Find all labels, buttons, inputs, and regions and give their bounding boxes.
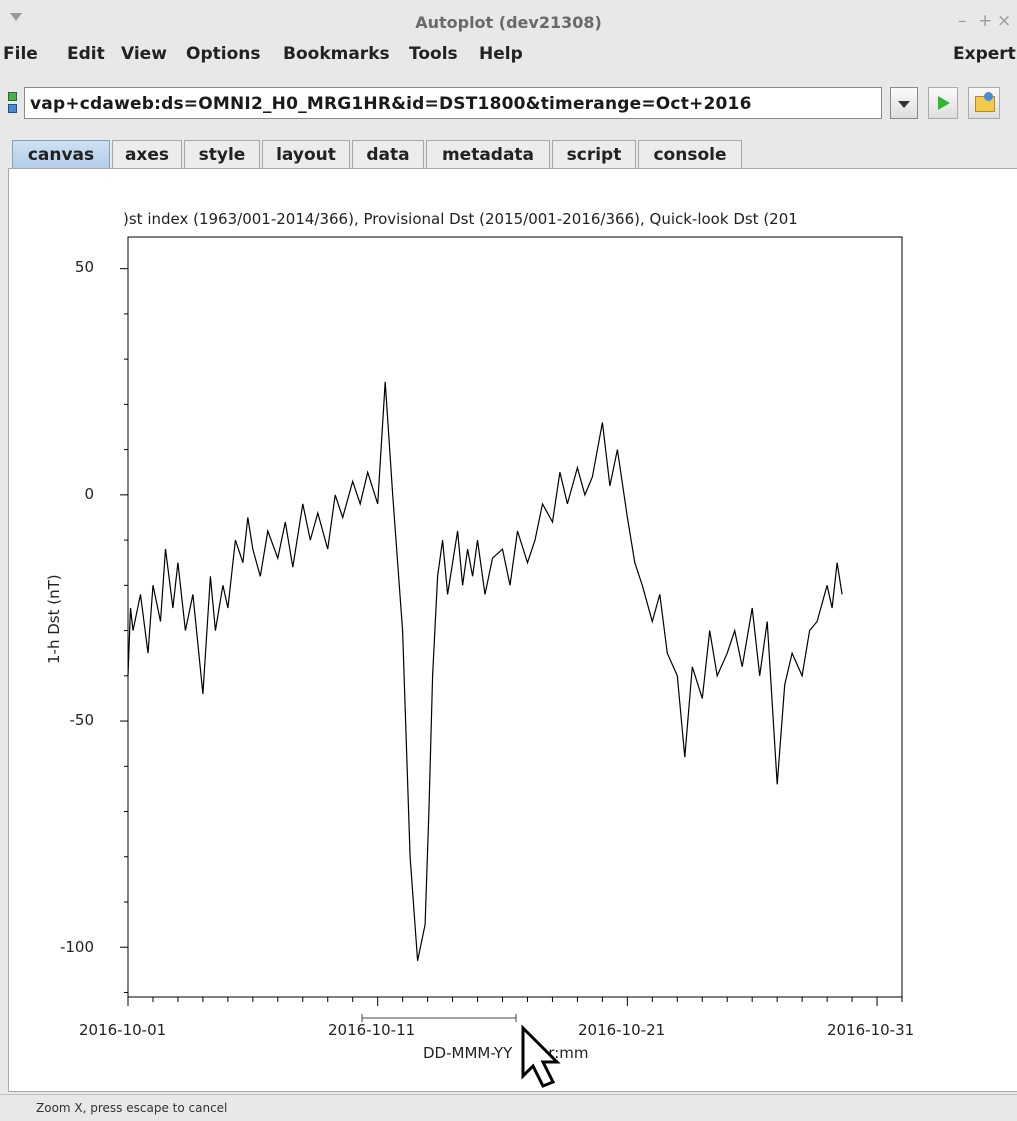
- x-tick-label: 2016-10-11: [328, 1021, 416, 1039]
- menu-view[interactable]: View: [121, 44, 167, 64]
- menu-expert[interactable]: Expert: [953, 44, 1016, 64]
- play-icon: [938, 96, 950, 110]
- y-ticks: [120, 268, 128, 993]
- y-tick-label: 50: [74, 258, 94, 276]
- open-file-button[interactable]: [968, 87, 1000, 119]
- uri-history-dropdown[interactable]: [890, 87, 918, 119]
- plot-title: )st index (1963/001-2014/366), Provision…: [123, 210, 798, 228]
- tab-console[interactable]: console: [638, 140, 742, 168]
- uri-input[interactable]: vap+cdaweb:ds=OMNI2_H0_MRG1HR&id=DST1800…: [24, 87, 882, 119]
- chevron-down-icon: [898, 101, 910, 108]
- menu-options[interactable]: Options: [186, 44, 261, 64]
- tab-canvas[interactable]: canvas: [12, 140, 110, 168]
- menu-help[interactable]: Help: [479, 44, 523, 64]
- uri-row: vap+cdaweb:ds=OMNI2_H0_MRG1HR&id=DST1800…: [0, 84, 1017, 128]
- x-tick-label: 2016-10-31: [827, 1021, 915, 1039]
- tab-metadata[interactable]: metadata: [426, 140, 550, 168]
- maximize-button[interactable]: +: [978, 11, 993, 31]
- plot-frame: [127, 236, 903, 998]
- tab-style[interactable]: style: [184, 140, 260, 168]
- menu-bar: File Edit View Options Bookmarks Tools H…: [0, 40, 1017, 70]
- tab-data[interactable]: data: [352, 140, 424, 168]
- y-tick-label: 0: [84, 485, 94, 503]
- window-titlebar: Autoplot (dev21308) – + ×: [0, 0, 1017, 40]
- x-tick-label: 2016-10-01: [79, 1021, 167, 1039]
- menu-tools[interactable]: Tools: [409, 44, 458, 64]
- dataset-icon: [8, 92, 17, 101]
- x-axis-label-visible: DD-MMM-YY: [423, 1044, 513, 1062]
- canvas-panel[interactable]: [8, 168, 1017, 1092]
- close-button[interactable]: ×: [997, 11, 1012, 31]
- minimize-button[interactable]: –: [958, 11, 967, 31]
- x-ticks: [127, 997, 903, 1006]
- tab-script[interactable]: script: [552, 140, 636, 168]
- arrow-cursor-icon: [521, 1024, 561, 1088]
- menu-file[interactable]: File: [3, 44, 38, 64]
- x-axis-label-suffix: r:mm: [548, 1044, 589, 1062]
- x-tick-label: 2016-10-21: [578, 1021, 666, 1039]
- plot-go-button[interactable]: [928, 87, 958, 119]
- window-title: Autoplot (dev21308): [415, 13, 602, 32]
- tab-layout[interactable]: layout: [262, 140, 350, 168]
- tab-axes[interactable]: axes: [112, 140, 182, 168]
- status-bar: Zoom X, press escape to cancel: [0, 1094, 1017, 1121]
- x-axis-label: DD-MMM-YY r:mm: [423, 1044, 588, 1062]
- menu-bookmarks[interactable]: Bookmarks: [283, 44, 390, 64]
- y-tick-label: -50: [69, 711, 95, 729]
- window-menu-icon[interactable]: [10, 13, 22, 21]
- open-folder-icon: [975, 92, 995, 112]
- dst-series-line: [127, 381, 843, 961]
- status-text: Zoom X, press escape to cancel: [36, 1101, 228, 1115]
- dataset-icon-lower: [8, 104, 17, 113]
- y-tick-label: -100: [59, 938, 94, 956]
- tab-bar: canvas axes style layout data metadata s…: [0, 138, 1017, 168]
- menu-edit[interactable]: Edit: [67, 44, 105, 64]
